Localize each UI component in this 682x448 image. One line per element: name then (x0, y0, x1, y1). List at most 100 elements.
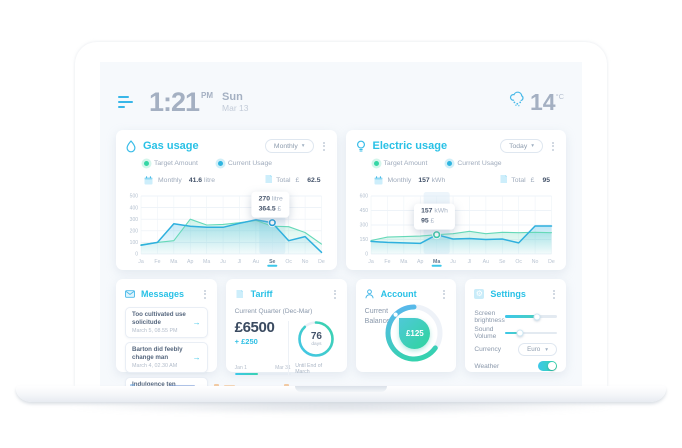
svg-text:Oc: Oc (515, 259, 522, 265)
screen-brightness-slider[interactable] (505, 313, 558, 321)
date-block: Sun Mar 13 (222, 91, 248, 113)
settings-row-sound-volume: Sound Volume (474, 325, 558, 342)
svg-text:Se: Se (269, 259, 275, 265)
chart-marker (432, 231, 440, 239)
slider-knob[interactable] (516, 329, 524, 337)
svg-text:450: 450 (359, 209, 368, 215)
days-remaining-unit: days (311, 341, 322, 347)
chevron-down-icon: ▾ (545, 346, 549, 353)
electric-chart-tooltip: 157 kWh 95 £ (414, 203, 455, 231)
settings-label: Sound Volume (474, 326, 497, 341)
tariff-caption: Until End of March (295, 363, 323, 376)
settings-card: ⚙ Settings Screen brightness Sound Volume… (465, 279, 567, 375)
chart-marker (268, 219, 276, 227)
tariff-menu-icon[interactable] (332, 287, 338, 301)
electric-card-menu-icon[interactable] (550, 139, 556, 153)
settings-label: Screen brightness (474, 309, 505, 324)
toggle-knob (548, 362, 556, 370)
gas-card-title: Gas usage (143, 140, 199, 153)
svg-text:Jl: Jl (467, 259, 471, 265)
electric-total-value: 95 (542, 176, 550, 184)
message-item-1[interactable]: Too cultivated use solicitude March 5, 08… (125, 307, 208, 339)
gas-total: Total £ 62.5 (264, 174, 322, 186)
calendar-icon (144, 176, 154, 185)
tariff-progress-bar (234, 372, 291, 376)
dashboard-header: 1:21 PM Sun Mar 13 (118, 84, 564, 120)
weather-toggle[interactable] (538, 361, 558, 372)
svg-text:Jl: Jl (238, 259, 242, 265)
currency-value: Euro (527, 346, 541, 354)
svg-text:Se: Se (499, 259, 505, 265)
balance-gauge: £125 (382, 301, 446, 365)
gas-total-currency: £ (295, 176, 300, 184)
svg-text:Ju: Ju (450, 259, 456, 265)
electric-legend-current[interactable]: Current Usage (447, 160, 502, 167)
gas-card-menu-icon[interactable] (321, 139, 327, 153)
tariff-subtitle: Current Quarter (Dec-Mar) (234, 308, 313, 316)
account-menu-icon[interactable] (441, 287, 447, 301)
temperature-value: 14 (529, 88, 556, 115)
bulb-icon (356, 140, 367, 153)
laptop-base (16, 386, 666, 402)
messages-title: Messages (141, 289, 185, 300)
settings-menu-icon[interactable] (551, 287, 557, 301)
electric-period-unit: kWh (431, 176, 446, 184)
slider-knob[interactable] (533, 313, 541, 321)
gas-legend-current[interactable]: Current Usage (217, 160, 272, 167)
settings-row-weather: Weather (474, 358, 558, 375)
current-usage-dot (447, 161, 453, 167)
tariff-title: Tariff (250, 289, 273, 300)
laptop-screen: 1:21 PM Sun Mar 13 (75, 42, 607, 387)
electric-usage-card: Electric usage Today ▾ Target Amount (345, 130, 566, 270)
balance-value: £125 (405, 329, 424, 338)
target-amount-dot (373, 161, 379, 167)
clock: 1:21 PM (149, 88, 213, 116)
svg-text:De: De (548, 259, 555, 265)
svg-text:Ju: Ju (220, 259, 226, 265)
messages-menu-icon[interactable] (202, 287, 208, 301)
current-balance-label: Current Balance (364, 308, 390, 326)
gas-period-dropdown[interactable]: Monthly ▾ (264, 139, 314, 154)
arrow-right-icon[interactable]: → (192, 318, 201, 328)
laptop-shadow (55, 399, 627, 415)
arrow-right-icon[interactable]: → (192, 353, 201, 363)
svg-text:150: 150 (359, 238, 368, 244)
message-item-2[interactable]: Barton did feebly change man March 4, 02.… (125, 342, 208, 374)
svg-text:400: 400 (130, 206, 139, 212)
electric-period-dropdown[interactable]: Today ▾ (500, 139, 543, 154)
gas-drop-icon (126, 140, 137, 153)
menu-icon[interactable] (118, 93, 133, 111)
sound-volume-slider[interactable] (505, 329, 558, 337)
gas-period-unit: litre (204, 176, 215, 184)
currency-dropdown[interactable]: Euro ▾ (518, 343, 558, 357)
gas-chart[interactable]: 0 100 200 300 400 500 Ja Fe Ma Ap Ma Ju Jl Au Se Oc No De… (126, 189, 327, 268)
days-remaining-value: 76 (310, 330, 322, 342)
gas-legend-target[interactable]: Target Amount (144, 160, 198, 167)
calendar-icon (374, 176, 384, 185)
svg-text:No: No (531, 259, 538, 265)
electric-chart[interactable]: 0 150 300 450 600 Ja Fe Ma Ap Ma Ju Jl Au Se Oc No De 157… (356, 189, 557, 268)
tariff-card: Tariff Current Quarter (Dec-Mar) £6500 +… (225, 279, 347, 376)
svg-text:Ap: Ap (187, 259, 193, 265)
gas-chart-svg: 0 100 200 300 400 500 Ja Fe Ma Ap Ma Ju Jl Au Se Oc No De (130, 192, 325, 268)
settings-row-screen-brightness: Screen brightness (474, 308, 558, 325)
gas-usage-card: Gas usage Monthly ▾ Target Amount (116, 130, 337, 270)
day-label: Sun (222, 91, 243, 104)
svg-text:Fe: Fe (154, 259, 160, 265)
receipt-icon (499, 174, 508, 186)
settings-label: Weather (474, 362, 500, 370)
svg-text:200: 200 (130, 229, 139, 235)
person-icon (365, 289, 375, 299)
receipt-icon (235, 289, 245, 299)
message-item-3[interactable]: Indulgence ten remarkablyMarch 2, 11.20 … (125, 377, 208, 387)
svg-text:0: 0 (135, 252, 138, 258)
account-card: Account Current Balance (355, 279, 457, 372)
electric-total: Total £ 95 (499, 174, 552, 186)
messages-list: Too cultivated use solicitude March 5, 08… (125, 307, 208, 387)
message-date: March 5, 08.55 PM (132, 328, 178, 335)
current-usage-dot (217, 161, 223, 167)
svg-text:No: No (302, 259, 309, 265)
electric-legend-target[interactable]: Target Amount (373, 160, 427, 167)
svg-text:Ap: Ap (417, 259, 423, 265)
electric-chart-svg: 0 150 300 450 600 Ja Fe Ma Ap Ma Ju Jl Au Se Oc No De (359, 192, 555, 268)
